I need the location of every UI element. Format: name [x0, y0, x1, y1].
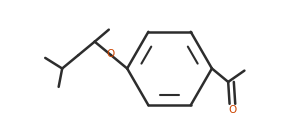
Text: O: O — [107, 49, 115, 59]
Text: O: O — [228, 105, 237, 115]
